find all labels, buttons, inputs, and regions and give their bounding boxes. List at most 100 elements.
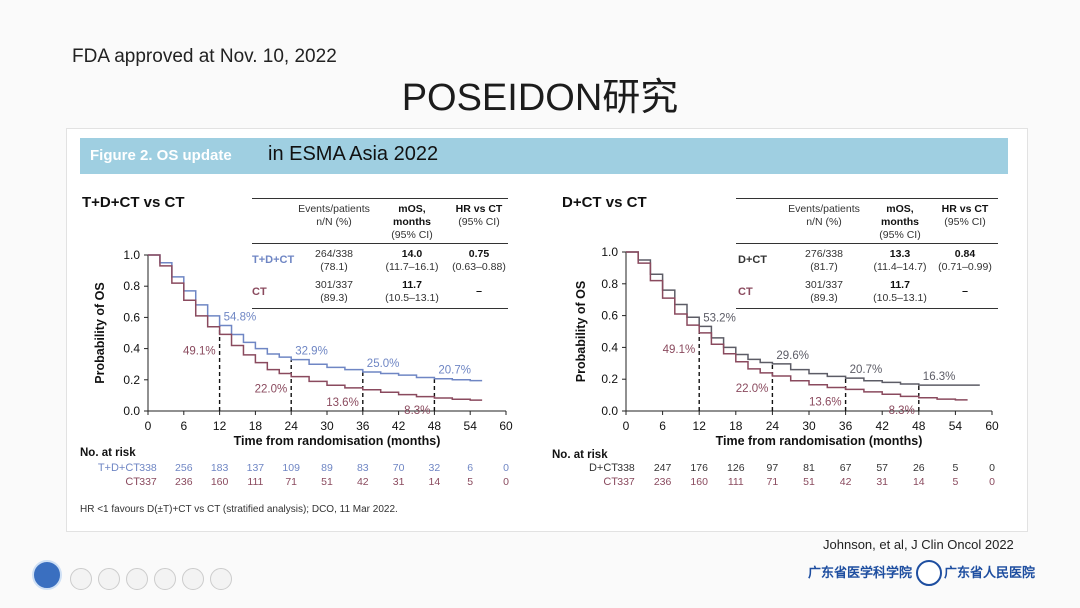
chart1-risk-value: 0	[989, 462, 995, 474]
chart0-risk-value: 0	[503, 476, 509, 488]
chart0-risk-row-label: T+D+CT	[98, 462, 140, 474]
chart0-risk-value: 71	[285, 476, 297, 488]
table-right-row2-label: CT	[738, 286, 753, 298]
grid-icon[interactable]	[182, 568, 204, 590]
figure-banner: Figure 2. OS update in ESMA Asia 2022	[80, 138, 1008, 174]
chart0-risk-value: 31	[393, 476, 405, 488]
chart1-x-tick-label: 60	[985, 419, 999, 433]
figure-panel	[66, 128, 1028, 532]
table-left-row1-events: 264/338 (78.1)	[315, 248, 353, 273]
chart1-series-line-1	[626, 251, 968, 401]
chart0-y-tick-label: 0.4	[123, 342, 140, 356]
chart0-y-axis-label: Probability of OS	[93, 282, 107, 383]
table-left-row2-events: 301/337 (89.3)	[315, 279, 353, 304]
chart1-x-tick-label: 6	[659, 419, 666, 433]
copy-icon[interactable]	[126, 568, 148, 590]
chart0-data-label: 25.0%	[367, 358, 400, 370]
chart0-risk-value: 137	[247, 462, 265, 474]
table-right-rule-bot	[736, 308, 998, 309]
footnote: HR <1 favours D(±T)+CT vs CT (stratified…	[80, 504, 398, 515]
zoom-icon[interactable]	[154, 568, 176, 590]
table-right-row1-events: 276/338 (81.7)	[805, 248, 843, 273]
chart0-x-tick-label: 6	[180, 419, 187, 433]
chart0-x-tick-label: 36	[356, 419, 370, 433]
chart0-series-line-0	[148, 254, 483, 382]
table-left-rule-bot	[252, 308, 508, 309]
table-left-row2-label: CT	[252, 286, 267, 298]
table-right-row2-events: 301/337 (89.3)	[805, 279, 843, 304]
more-icon[interactable]	[210, 568, 232, 590]
chart1-risk-value: 236	[654, 476, 672, 488]
table-left-head-mos: mOS, months (95% CI)	[391, 203, 433, 241]
pen-icon[interactable]	[98, 568, 120, 590]
chart1-risk-value: 71	[767, 476, 779, 488]
table-right-rule-top	[736, 198, 998, 199]
chart0-x-tick-label: 54	[464, 419, 478, 433]
chart0-y-tick-label: 1.0	[123, 248, 140, 262]
chart0-data-label: 32.9%	[295, 346, 328, 358]
table-right-row2-hr: –	[962, 285, 968, 297]
chart0-risk-value: 183	[211, 462, 229, 474]
chart1-y-tick-label: 0.8	[601, 277, 618, 291]
presenter-logo-icon	[32, 560, 62, 590]
chart1-x-tick-label: 18	[729, 419, 743, 433]
table-left-head-events: Events/patients n/N (%)	[298, 203, 370, 228]
chart1-risk-value: 67	[840, 462, 852, 474]
chart0-series-line-1	[148, 254, 483, 401]
chart1-risk-value: 5	[952, 476, 958, 488]
chart1-x-tick-label: 0	[623, 419, 630, 433]
chart1-data-label: 20.7%	[850, 364, 883, 376]
chart1-risk-value: 14	[913, 476, 925, 488]
chart1-x-tick-label: 54	[949, 419, 963, 433]
chart0-risk-value: 256	[175, 462, 193, 474]
table-right-head-hr: HR vs CT (95% CI)	[941, 203, 989, 228]
table-left-rule-mid	[252, 243, 508, 244]
chart0-y-tick-label: 0.6	[123, 310, 140, 324]
chart0-risk-value: 338	[139, 462, 157, 474]
chart1-data-label: 8.3%	[889, 405, 915, 417]
chart0-data-label: 8.3%	[404, 405, 430, 417]
chart1-y-tick-label: 0.6	[601, 309, 618, 323]
chart0-risk-value: 70	[393, 462, 405, 474]
chart0-data-label: 13.6%	[326, 397, 359, 409]
chart1-risk-value: 247	[654, 462, 672, 474]
chart1-data-label: 13.6%	[809, 396, 842, 408]
chart0-x-tick-label: 30	[320, 419, 334, 433]
back-icon[interactable]	[70, 568, 92, 590]
fda-approval-note: FDA approved at Nov. 10, 2022	[72, 46, 337, 67]
chart0-risk-value: 51	[321, 476, 333, 488]
table-right-head-mos: mOS, months (95% CI)	[879, 203, 921, 241]
chart1-risk-value: 97	[767, 462, 779, 474]
chart0-risk-title: No. at risk	[80, 447, 136, 459]
chart0-x-tick-label: 18	[249, 419, 263, 433]
chart1-y-tick-label: 0.4	[601, 340, 618, 354]
chart1-risk-row-label: CT	[603, 476, 618, 488]
chart0-risk-value: 32	[429, 462, 441, 474]
institution-academy: 广东省医学科学院	[808, 566, 913, 581]
chart1-data-label: 29.6%	[776, 350, 809, 362]
chart-right-title: D+CT vs CT	[562, 194, 647, 211]
chart0-risk-value: 5	[467, 476, 473, 488]
table-right-row2-mos: 11.7 (10.5–13.1)	[873, 279, 927, 304]
chart0-data-label: 54.8%	[224, 312, 257, 324]
chart0-y-tick-label: 0.0	[123, 404, 140, 418]
chart0-y-tick-label: 0.8	[123, 279, 140, 293]
chart1-y-tick-label: 0.0	[601, 404, 618, 418]
institution-hospital: 广东省人民医院	[944, 566, 1036, 581]
chart0-x-tick-label: 0	[145, 419, 152, 433]
chart1-x-tick-label: 30	[802, 419, 816, 433]
table-right-rule-mid	[736, 243, 998, 244]
chart1-x-axis-label: Time from randomisation (months)	[716, 434, 923, 448]
chart1-x-tick-label: 24	[766, 419, 780, 433]
chart1-y-tick-label: 1.0	[601, 245, 618, 259]
chart1-risk-title: No. at risk	[552, 449, 608, 461]
chart1-x-tick-label: 42	[876, 419, 890, 433]
chart1-risk-value: 57	[876, 462, 888, 474]
table-left-row1-hr: 0.75 (0.63–0.88)	[452, 248, 506, 273]
chart1-data-label: 22.0%	[736, 383, 769, 395]
chart0-risk-value: 109	[282, 462, 300, 474]
chart1-risk-value: 81	[803, 462, 815, 474]
chart0-risk-value: 0	[503, 462, 509, 474]
chart0-risk-row-label: CT	[125, 476, 140, 488]
chart0-data-label: 20.7%	[438, 365, 471, 377]
